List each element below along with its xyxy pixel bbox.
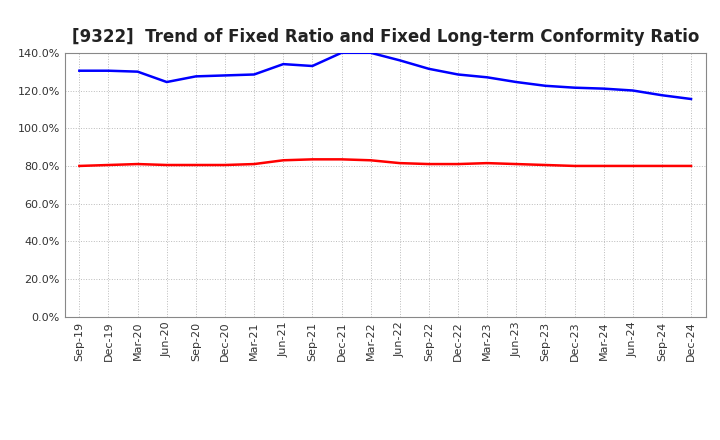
Fixed Long-term Conformity Ratio (483, 161, 492, 166)
Fixed Ratio (104, 68, 113, 73)
Fixed Long-term Conformity Ratio (629, 163, 637, 169)
Fixed Long-term Conformity Ratio (337, 157, 346, 162)
Fixed Long-term Conformity Ratio (687, 163, 696, 169)
Fixed Long-term Conformity Ratio (163, 162, 171, 168)
Fixed Long-term Conformity Ratio (657, 163, 666, 169)
Line: Fixed Ratio: Fixed Ratio (79, 53, 691, 99)
Fixed Long-term Conformity Ratio (104, 162, 113, 168)
Fixed Ratio (629, 88, 637, 93)
Fixed Long-term Conformity Ratio (512, 161, 521, 167)
Fixed Long-term Conformity Ratio (133, 161, 142, 167)
Fixed Ratio (133, 69, 142, 74)
Fixed Long-term Conformity Ratio (220, 162, 229, 168)
Fixed Ratio (220, 73, 229, 78)
Fixed Ratio (483, 75, 492, 80)
Fixed Ratio (250, 72, 258, 77)
Fixed Ratio (599, 86, 608, 91)
Fixed Ratio (425, 66, 433, 71)
Line: Fixed Long-term Conformity Ratio: Fixed Long-term Conformity Ratio (79, 159, 691, 166)
Fixed Ratio (279, 62, 287, 67)
Fixed Long-term Conformity Ratio (454, 161, 462, 167)
Fixed Long-term Conformity Ratio (366, 158, 375, 163)
Fixed Ratio (75, 68, 84, 73)
Fixed Ratio (570, 85, 579, 90)
Fixed Long-term Conformity Ratio (192, 162, 200, 168)
Fixed Long-term Conformity Ratio (570, 163, 579, 169)
Fixed Long-term Conformity Ratio (75, 163, 84, 169)
Fixed Ratio (192, 74, 200, 79)
Fixed Ratio (541, 83, 550, 88)
Fixed Ratio (308, 63, 317, 69)
Title: [9322]  Trend of Fixed Ratio and Fixed Long-term Conformity Ratio: [9322] Trend of Fixed Ratio and Fixed Lo… (71, 28, 699, 46)
Fixed Ratio (163, 79, 171, 84)
Fixed Ratio (454, 72, 462, 77)
Fixed Long-term Conformity Ratio (395, 161, 404, 166)
Fixed Ratio (366, 50, 375, 55)
Fixed Long-term Conformity Ratio (541, 162, 550, 168)
Fixed Long-term Conformity Ratio (308, 157, 317, 162)
Fixed Ratio (512, 79, 521, 84)
Fixed Ratio (657, 92, 666, 98)
Fixed Ratio (395, 58, 404, 63)
Fixed Long-term Conformity Ratio (599, 163, 608, 169)
Fixed Ratio (337, 50, 346, 55)
Fixed Long-term Conformity Ratio (279, 158, 287, 163)
Fixed Long-term Conformity Ratio (425, 161, 433, 167)
Fixed Long-term Conformity Ratio (250, 161, 258, 167)
Fixed Ratio (687, 96, 696, 102)
